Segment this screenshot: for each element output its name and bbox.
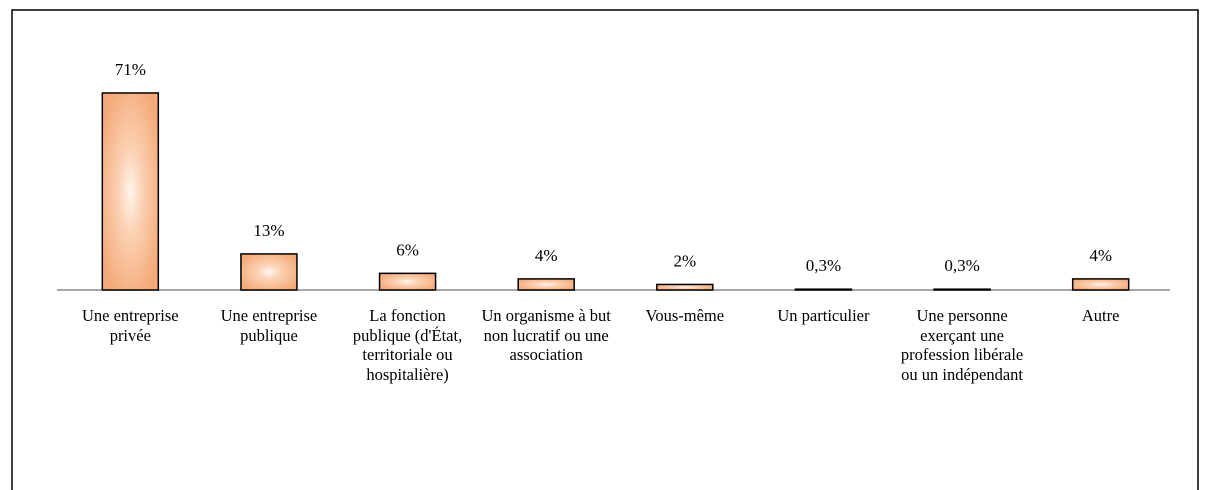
frame [11, 9, 1199, 490]
x-tick-label: Un particulier [777, 306, 870, 325]
value-label: 13% [253, 221, 284, 240]
value-label: 4% [1089, 246, 1112, 265]
x-tick-label: Une entreprise privée [81, 306, 179, 345]
value-label: 0,3% [944, 256, 979, 275]
x-tick-label: La fonction publique (d'État, territoria… [352, 306, 463, 384]
value-label: 71% [115, 60, 146, 79]
value-label: 4% [535, 246, 558, 265]
bar [517, 278, 575, 291]
x-tick-label: Un organisme à but non lucratif ou une a… [481, 306, 611, 364]
bar [794, 288, 853, 291]
value-label: 6% [396, 240, 419, 259]
bar [656, 283, 714, 291]
bar [378, 272, 437, 291]
x-tick-label: Autre [1081, 306, 1120, 325]
x-tick-label: Vous-même [645, 306, 725, 325]
bar [933, 288, 991, 291]
x-tick-label: Une entreprise publique [220, 306, 318, 345]
bar [101, 92, 160, 291]
x-tick-label: Une personne exerçant une profession lib… [900, 306, 1024, 384]
bar [240, 253, 298, 291]
value-label: 2% [673, 251, 696, 270]
value-label: 0,3% [806, 256, 841, 275]
bar [1071, 278, 1130, 291]
